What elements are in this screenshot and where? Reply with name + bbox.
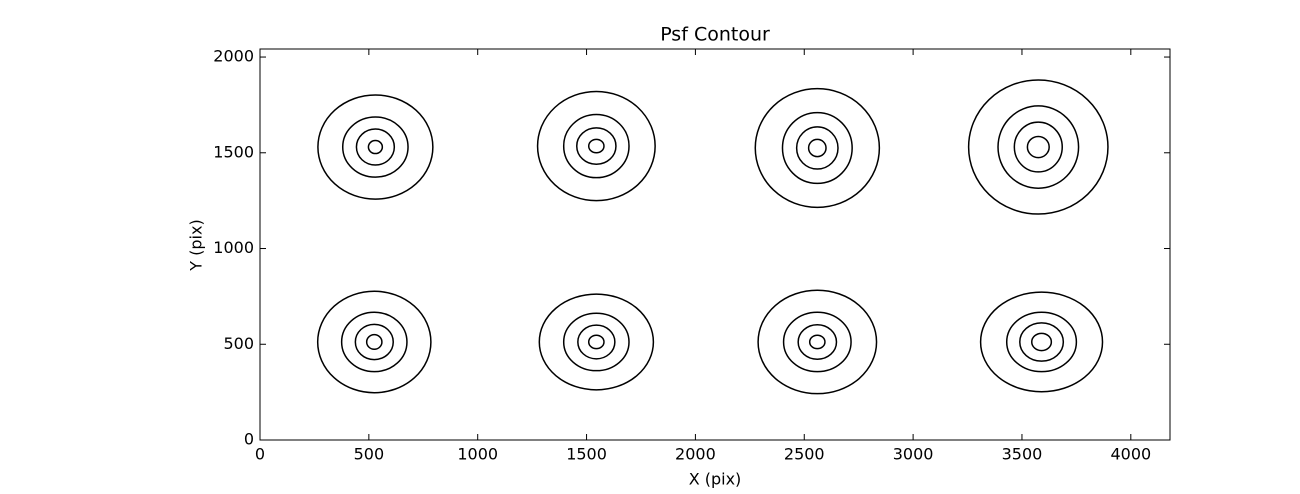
y-tick-label: 2000 [213,47,254,66]
contour-line [997,105,1080,189]
contour-line [979,291,1104,393]
plot-frame [259,48,1171,441]
contour-line [781,111,853,185]
contour-line [536,90,656,202]
contour-line [797,323,838,360]
contour-line [365,333,383,350]
contour-line [1005,311,1078,373]
contour-line [757,289,878,395]
x-tick-label: 1500 [566,445,607,464]
contour-line [562,113,630,179]
contour-line [782,311,852,373]
contour-line [1019,322,1065,362]
contour-line [577,324,616,360]
contour-line [587,138,605,154]
x-tick-label: 2000 [675,445,716,464]
contour-line [1026,135,1050,159]
contour-line [967,79,1109,215]
y-tick-label: 0 [244,430,254,449]
y-tick-label: 500 [223,334,254,353]
contour-line [316,290,432,394]
y-tick-label: 1000 [213,238,254,257]
contour-line [562,312,630,372]
y-axis-label: Y (pix) [187,219,206,271]
x-tick-label: 500 [354,445,385,464]
x-tick-label: 3000 [893,445,934,464]
contour-line [317,94,434,200]
x-tick-label: 3500 [1002,445,1043,464]
x-tick-label: 2500 [784,445,825,464]
contour-line [808,334,826,350]
contour-line [367,139,384,155]
contour-line [355,128,396,166]
chart-title: Psf Contour [660,24,770,46]
x-axis-label: X (pix) [689,470,742,489]
y-tick-label: 1500 [213,142,254,161]
contour-line [807,138,827,158]
contour-line [754,87,881,209]
contour-line [340,311,408,373]
x-tick-label: 4000 [1110,445,1151,464]
contour-line [1031,332,1053,352]
contour-line [587,334,605,350]
contour-line [538,293,655,391]
contour-line [1013,121,1063,173]
x-tick-label: 0 [255,445,265,464]
contour-line [795,126,839,170]
contour-line [354,323,394,361]
contour-line [341,116,409,178]
x-tick-label: 1000 [457,445,498,464]
contour-line [576,127,617,166]
